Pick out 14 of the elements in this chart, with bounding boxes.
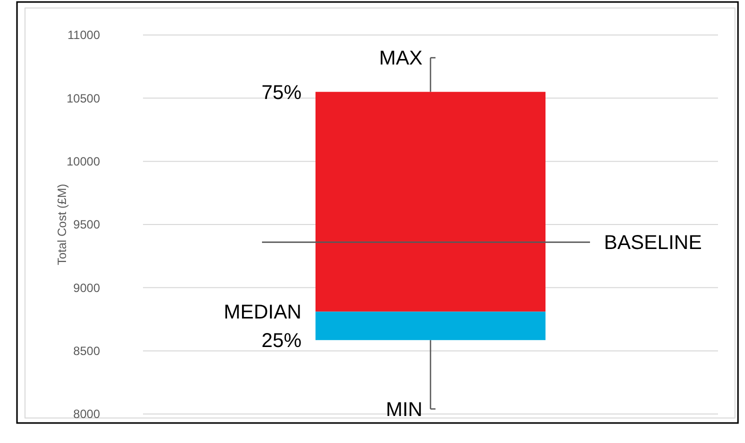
annotation: MEDIAN bbox=[224, 302, 302, 324]
y-axis-title: Total Cost (£M) bbox=[55, 184, 69, 266]
annotation: 25% bbox=[261, 330, 302, 352]
annotation: MIN bbox=[386, 398, 422, 421]
y-tick-label: 9500 bbox=[73, 218, 100, 232]
y-tick-label: 8500 bbox=[73, 344, 100, 358]
annotation: 75% bbox=[261, 82, 302, 104]
y-tick-label: 10500 bbox=[66, 91, 100, 106]
y-tick-label: 8000 bbox=[73, 407, 100, 422]
ref-line-label: BASELINE bbox=[604, 232, 702, 254]
y-tick-label: 9000 bbox=[73, 280, 100, 295]
y-tick-label: 10000 bbox=[66, 154, 100, 169]
annotation: MAX bbox=[379, 48, 422, 70]
y-tick-label: 11000 bbox=[68, 28, 100, 42]
